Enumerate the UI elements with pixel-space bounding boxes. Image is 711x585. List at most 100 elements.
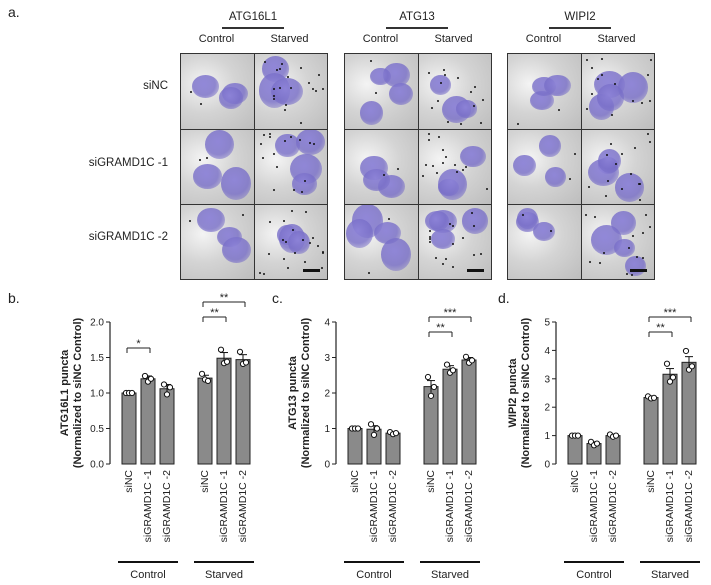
puncta-dot <box>646 133 649 136</box>
puncta-dot <box>474 85 477 88</box>
x-tick-label: siGRAMD1C -2 <box>463 470 475 543</box>
x-tick-label: siNC <box>425 470 437 493</box>
x-tick-label: siNC <box>569 470 581 493</box>
puncta-dot <box>292 229 295 232</box>
nucleus <box>288 230 310 254</box>
x-tick-label: siGRAMD1C -1 <box>218 470 230 543</box>
puncta-dot <box>322 252 325 255</box>
y-tick-label: 0.0 <box>90 460 104 471</box>
puncta-dot <box>481 99 484 102</box>
nucleus <box>538 135 562 158</box>
puncta-dot <box>471 212 474 215</box>
puncta-dot <box>605 194 608 197</box>
puncta-dot <box>263 134 266 137</box>
puncta-dot <box>631 234 634 237</box>
nucleus <box>512 154 536 177</box>
nucleus <box>545 166 566 187</box>
x-tick-label: siGRAMD1C -1 <box>444 470 456 543</box>
bar <box>235 359 251 465</box>
puncta-dot <box>641 101 644 104</box>
data-point <box>449 367 457 374</box>
puncta-dot <box>286 267 289 270</box>
puncta-dot <box>451 242 454 245</box>
y-tick-label: 0 <box>324 460 330 471</box>
nucleus <box>430 229 455 249</box>
puncta-dot <box>593 216 596 218</box>
data-point <box>392 430 400 437</box>
significance-label: ** <box>436 322 445 334</box>
puncta-dot <box>427 72 430 75</box>
chart-d: d. WIPI2 puncta (Normalized to siNC Contro… <box>498 290 700 581</box>
data-point <box>424 373 432 381</box>
scale-bar <box>303 269 320 272</box>
y-tick-label: 5 <box>544 318 550 329</box>
grid-divider <box>508 204 654 205</box>
puncta-dot <box>368 271 371 274</box>
puncta-dot <box>485 187 488 190</box>
scale-bar <box>630 269 647 272</box>
puncta-dot <box>279 68 282 71</box>
panel-a-letter: a. <box>8 4 20 20</box>
puncta-dot <box>638 198 641 201</box>
bar <box>643 397 659 465</box>
y-tick-label: 4 <box>324 318 330 329</box>
x-tick-label: siNC <box>645 470 657 493</box>
data-point <box>682 347 690 355</box>
grid-divider <box>181 204 327 205</box>
column-title-atg16l1: ATG16L1 <box>228 11 278 23</box>
column-title-atg13: ATG13 <box>399 11 435 23</box>
nucleus <box>429 74 451 95</box>
puncta-dot <box>189 91 192 94</box>
puncta-dot <box>637 183 640 186</box>
x-tick-label: siGRAMD1C -2 <box>387 470 399 543</box>
puncta-dot <box>268 135 271 138</box>
puncta-dot <box>302 238 305 241</box>
puncta-dot <box>603 252 606 255</box>
grid-divider <box>581 54 582 279</box>
data-point <box>128 389 136 397</box>
grid-divider <box>345 129 491 130</box>
puncta-dot <box>517 122 520 125</box>
puncta-dot <box>303 260 306 263</box>
puncta-dot <box>649 58 652 61</box>
puncta-dot <box>286 75 289 78</box>
puncta-dot <box>469 90 472 93</box>
micrograph-tile-sigramd1c-2-control <box>508 204 581 279</box>
puncta-dot <box>609 142 612 145</box>
puncta-dot <box>285 241 288 244</box>
nucleus <box>425 211 450 232</box>
puncta-dot <box>259 272 262 275</box>
puncta-dot <box>242 213 245 216</box>
data-point <box>666 378 674 385</box>
data-point <box>574 432 582 439</box>
significance-label: *** <box>444 307 458 319</box>
puncta-dot <box>610 114 613 117</box>
puncta-dot <box>627 246 630 249</box>
nucleus <box>596 84 624 111</box>
grid-divider <box>418 54 419 279</box>
puncta-dot <box>284 140 287 143</box>
nucleus <box>291 173 318 195</box>
puncta-dot <box>312 142 315 145</box>
row-label-sinc: siNC <box>143 80 168 92</box>
data-point <box>147 375 155 382</box>
bar <box>140 378 156 465</box>
data-point <box>217 346 225 353</box>
puncta-dot <box>557 109 560 112</box>
nucleus <box>460 146 486 167</box>
puncta-dot <box>636 255 639 258</box>
puncta-dot <box>312 88 315 91</box>
data-point <box>462 353 470 360</box>
puncta-dot <box>598 261 601 264</box>
puncta-dot <box>449 223 452 226</box>
puncta-dot <box>464 165 467 168</box>
data-point <box>669 374 677 381</box>
nucleus <box>614 173 644 202</box>
micrograph-tile-sigramd1c-2-starved <box>418 204 491 279</box>
puncta-dot <box>268 221 271 224</box>
puncta-dot <box>428 133 431 135</box>
group-label: Control <box>576 569 611 581</box>
data-point <box>223 358 231 365</box>
condition-label-control: Control <box>525 33 562 45</box>
puncta-dot <box>479 121 482 124</box>
